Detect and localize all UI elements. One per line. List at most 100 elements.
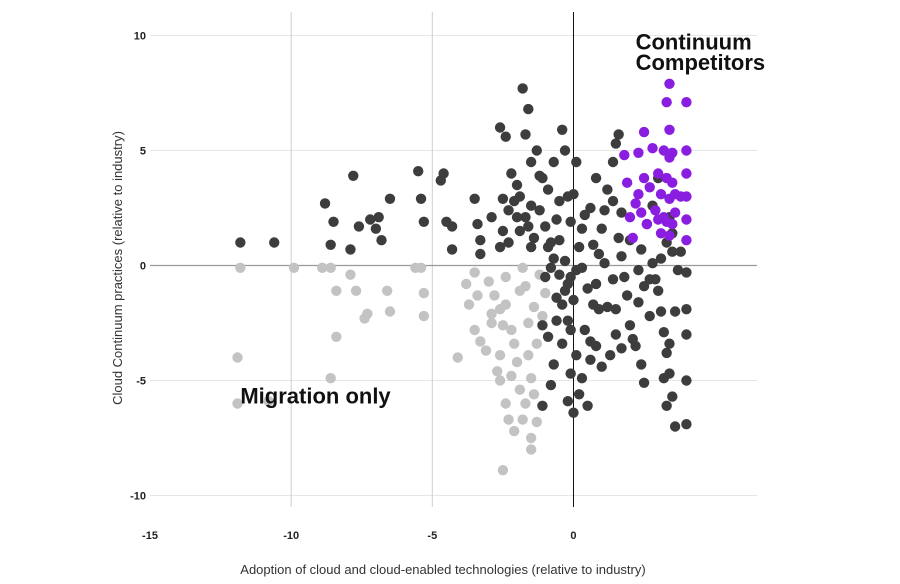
data-point bbox=[537, 310, 548, 322]
data-point bbox=[548, 253, 559, 264]
data-point bbox=[331, 285, 342, 296]
data-point bbox=[681, 375, 692, 386]
data-point bbox=[548, 359, 559, 370]
data-point bbox=[554, 269, 565, 280]
data-point bbox=[475, 235, 486, 246]
data-points bbox=[232, 78, 692, 476]
data-point bbox=[506, 168, 517, 179]
data-point bbox=[500, 271, 511, 283]
data-point bbox=[681, 235, 692, 246]
data-point bbox=[667, 147, 678, 158]
data-point bbox=[345, 269, 356, 280]
data-point bbox=[494, 350, 506, 361]
data-point bbox=[472, 290, 483, 301]
data-point bbox=[494, 241, 506, 253]
data-point bbox=[497, 320, 509, 331]
data-point bbox=[551, 292, 562, 303]
data-point bbox=[573, 241, 585, 253]
data-point bbox=[232, 398, 243, 409]
data-point bbox=[596, 361, 607, 372]
data-point bbox=[652, 214, 664, 225]
data-point bbox=[523, 317, 534, 329]
data-point bbox=[658, 327, 670, 338]
data-point bbox=[472, 218, 483, 230]
data-point bbox=[523, 221, 534, 232]
data-point bbox=[616, 207, 627, 218]
data-point bbox=[511, 356, 523, 368]
y-tick-label: 10 bbox=[134, 31, 146, 43]
data-point bbox=[325, 373, 336, 384]
data-point bbox=[525, 373, 537, 384]
data-point bbox=[669, 207, 681, 218]
data-point bbox=[652, 168, 664, 179]
data-point bbox=[520, 129, 531, 140]
data-point bbox=[373, 212, 384, 223]
data-point bbox=[616, 343, 627, 354]
y-axis-label: Cloud Continuum practices (relative to i… bbox=[110, 131, 125, 405]
data-point bbox=[571, 350, 582, 361]
data-point bbox=[497, 465, 509, 476]
data-point bbox=[463, 299, 475, 310]
annotation-label: Competitors bbox=[636, 50, 766, 75]
data-point bbox=[624, 212, 636, 223]
data-point bbox=[486, 308, 497, 319]
data-point bbox=[381, 285, 393, 296]
data-point bbox=[590, 172, 602, 184]
data-point bbox=[418, 216, 430, 227]
data-point bbox=[461, 278, 472, 290]
data-point bbox=[664, 230, 675, 241]
data-point bbox=[525, 156, 537, 168]
data-point bbox=[644, 310, 655, 322]
data-point bbox=[681, 145, 692, 156]
data-point bbox=[579, 209, 590, 221]
data-point bbox=[562, 396, 574, 407]
data-point bbox=[235, 262, 246, 273]
data-point bbox=[576, 262, 588, 273]
data-point bbox=[610, 304, 622, 315]
data-point bbox=[661, 216, 672, 227]
annotation-label: Continuum bbox=[636, 29, 752, 54]
data-point bbox=[413, 166, 424, 177]
data-point bbox=[681, 304, 692, 315]
data-point bbox=[489, 290, 500, 301]
data-point bbox=[525, 200, 537, 211]
data-point bbox=[497, 225, 509, 237]
data-point bbox=[452, 352, 463, 363]
data-point bbox=[638, 281, 650, 292]
data-point bbox=[517, 262, 528, 273]
y-tick-label: 0 bbox=[140, 261, 146, 273]
data-point bbox=[681, 168, 692, 179]
data-point bbox=[528, 232, 540, 244]
x-tick-label: -5 bbox=[427, 530, 437, 542]
data-point bbox=[638, 172, 650, 184]
data-point bbox=[672, 264, 684, 276]
data-point bbox=[630, 198, 641, 209]
data-point bbox=[633, 264, 644, 276]
data-point bbox=[475, 336, 486, 347]
data-point bbox=[613, 232, 624, 244]
data-point bbox=[619, 271, 630, 283]
data-point bbox=[633, 297, 644, 308]
data-point bbox=[638, 377, 650, 388]
data-point bbox=[528, 389, 540, 400]
data-point bbox=[542, 331, 554, 342]
data-point bbox=[576, 373, 588, 384]
data-point bbox=[602, 301, 613, 313]
data-point bbox=[514, 225, 526, 237]
data-point bbox=[537, 400, 548, 411]
data-point bbox=[486, 212, 497, 223]
data-point bbox=[523, 350, 534, 361]
data-point bbox=[599, 258, 610, 269]
data-point bbox=[545, 262, 557, 273]
data-point bbox=[269, 237, 280, 248]
data-point bbox=[509, 338, 520, 349]
data-point bbox=[621, 177, 633, 188]
data-point bbox=[633, 189, 644, 200]
grid-lines bbox=[150, 12, 757, 507]
data-point bbox=[669, 421, 681, 432]
data-point bbox=[588, 239, 599, 250]
data-point bbox=[621, 290, 633, 301]
data-point bbox=[681, 191, 692, 202]
data-point bbox=[325, 262, 336, 273]
